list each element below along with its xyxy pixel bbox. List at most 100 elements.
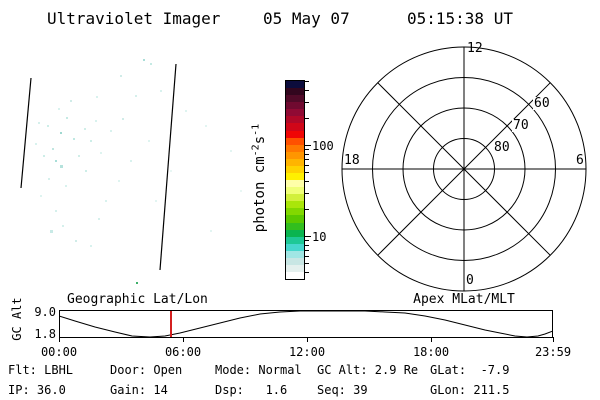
unit-exponent-2: -1 [250,123,262,136]
colorbar-minor-tick [305,81,309,82]
photon-count-speckle [118,180,120,182]
photon-count-speckle [35,143,37,145]
colorbar-minor-tick [305,250,309,251]
timeline-caption: Geographic Lat/Lon [67,292,208,307]
mlt-label-0: 0 [466,273,474,288]
photon-count-speckle [78,155,80,157]
colorbar-band [286,116,304,124]
colorbar-band [286,236,304,244]
mlt-label-18: 18 [344,153,360,168]
colorbar-tick-label-10: 10 [312,230,327,244]
colorbar-band [286,109,304,117]
colorbar-minor-tick [305,245,309,246]
page-title: Ultraviolet Imager [47,9,221,28]
polar-grid-svg [341,46,587,292]
photon-count-speckle [143,59,145,61]
xtick-label-23:59: 23:59 [534,345,572,359]
mlat-label-60: 60 [533,96,551,111]
colorbar-band [286,180,304,188]
date-label: 05 May 07 [263,9,350,28]
mlat-label-70: 70 [512,118,530,133]
xtick-label-00:00: 00:00 [40,345,78,359]
colorbar-band [286,144,304,152]
colorbar-band [286,173,304,181]
xtick-mark-18:00 [431,337,432,342]
colorbar-minor-tick [305,118,309,119]
xtick-label-06:00: 06:00 [164,345,202,359]
ytick-top: 9.0 [34,305,56,319]
colorbar-minor-tick [305,209,309,210]
gc-alt-curve [59,310,553,338]
photon-count-speckle [60,132,62,134]
colorbar-band [286,194,304,202]
uv-image-svg [20,59,242,284]
colorbar-minor-tick [305,102,309,103]
photon-count-speckle [47,125,49,127]
photon-count-speckle [136,282,138,284]
mlat-label-80: 80 [493,140,511,155]
time-label: 05:15:38 UT [407,9,513,28]
colorbar-band [286,229,304,237]
xtick-mark-12:00 [307,337,308,342]
photon-count-speckle [60,165,63,168]
photon-count-speckle [66,117,68,119]
colorbar-band [286,265,304,273]
colorbar-band [286,88,304,96]
photon-count-speckle [210,230,212,232]
colorbar-band [286,257,304,266]
colorbar-major-tick [305,145,311,146]
status-field-flt: Flt: LBHL [8,363,74,377]
photon-count-speckle [96,96,98,98]
colorbar-tick-label-100: 100 [312,139,334,153]
xtick-label-18:00: 18:00 [412,345,450,359]
photon-count-speckle [62,225,64,227]
colorbar-band [286,95,304,103]
colorbar-band [286,187,304,195]
photon-count-speckle [90,140,92,142]
mlt-label-12: 12 [467,41,483,56]
colorbar-minor-tick [305,240,309,241]
photon-count-speckle [150,63,152,65]
mlt-label-6: 6 [576,153,584,168]
colorbar-band [286,215,304,223]
colorbar-band [286,243,304,251]
photon-count-speckle [122,118,124,120]
colorbar-band [286,123,304,131]
photon-count-speckle [84,128,86,130]
colorbar-minor-tick [305,90,309,91]
image-streak [159,63,177,271]
photon-count-speckle [70,100,72,102]
photon-count-speckle [75,240,77,242]
colorbar-unit-label: photon cm-2s-1 [250,98,268,258]
photon-count-speckle [55,160,57,162]
photon-count-speckle [43,155,45,157]
timeline-curve-svg [59,310,553,338]
photon-count-speckle [130,160,132,162]
colorbar-major-tick [305,236,311,237]
status-field-gc-alt: GC Alt: 2.9 Re [317,363,419,377]
xtick-label-12:00: 12:00 [288,345,326,359]
photon-count-speckle [230,150,232,152]
photon-count-speckle [155,200,157,202]
colorbar-band [286,151,304,159]
colorbar-minor-tick [305,172,309,173]
status-field-seq: Seq: 39 [317,383,368,397]
photon-count-speckle [110,130,112,132]
colorbar-minor-tick [305,165,309,166]
colorbar-minor-tick [305,256,309,257]
unit-base: photon cm [252,156,268,233]
photon-count-speckle [50,230,53,233]
photon-count-speckle [170,170,172,172]
photon-count-speckle [105,200,107,202]
polar-caption: Apex MLat/MLT [413,292,515,307]
xtick-mark-00:00 [59,337,60,342]
unit-mid: s [252,135,268,145]
photon-count-speckle [48,178,50,180]
photon-count-speckle [205,125,207,127]
photon-count-speckle [55,210,57,212]
photon-count-speckle [85,170,87,172]
photon-count-speckle [40,195,42,197]
photon-count-speckle [148,140,150,142]
photon-count-speckle [73,138,75,140]
image-streak [20,77,32,189]
